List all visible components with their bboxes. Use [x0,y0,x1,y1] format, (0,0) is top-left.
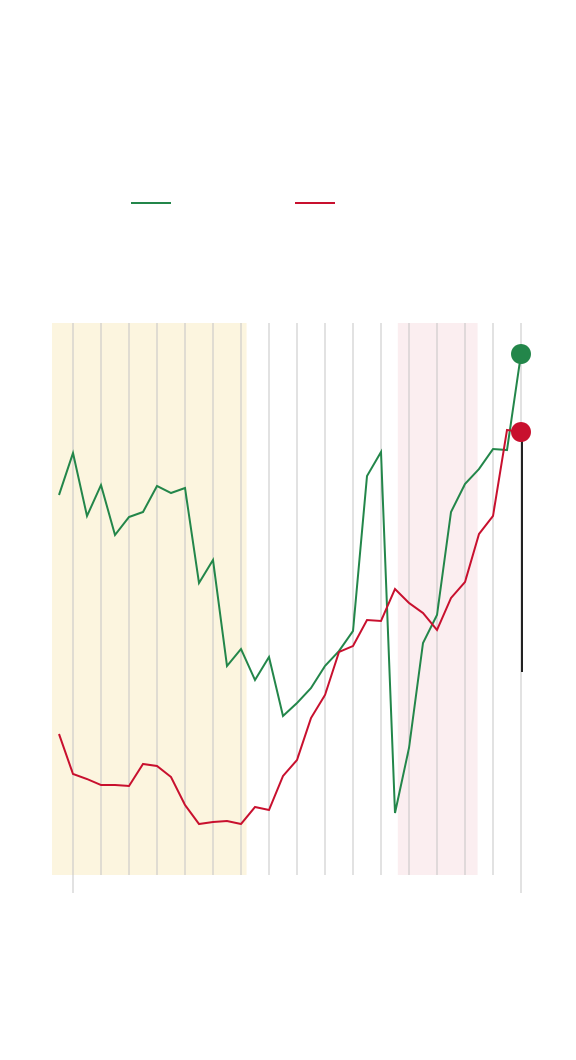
end-dot [511,344,531,364]
series-line [58,353,522,814]
series-line [58,428,522,826]
end-dot [511,422,531,442]
shaded-band [397,323,478,875]
shaded-band [52,323,247,875]
